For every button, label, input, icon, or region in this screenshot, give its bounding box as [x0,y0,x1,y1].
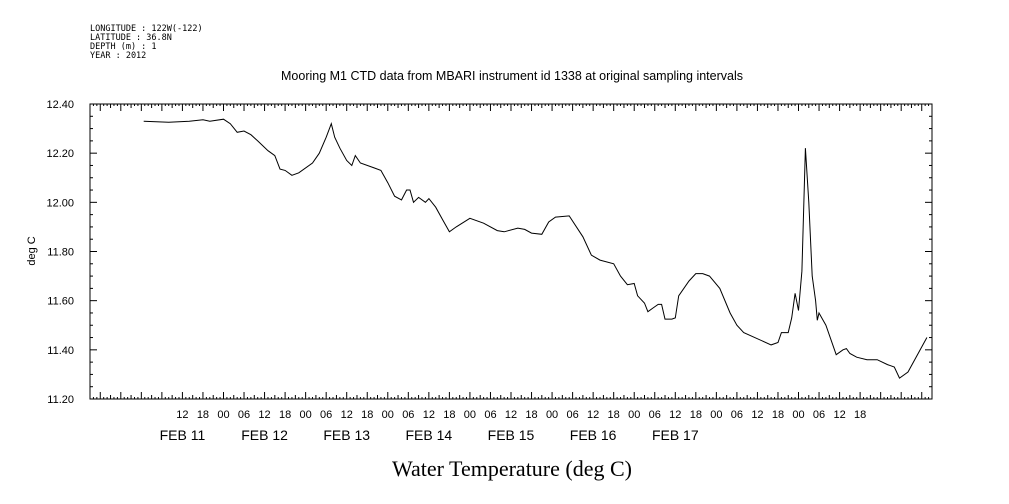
x-tick-label: 00 [792,409,804,421]
day-label: FEB 14 [406,427,453,443]
day-label: FEB 16 [570,427,617,443]
y-axis-label: deg C [26,236,38,265]
x-tick-label: 12 [587,409,599,421]
water-temperature-line [143,118,928,379]
y-tick-label: 11.80 [47,247,74,259]
x-tick-label: 06 [484,409,496,421]
x-tick-label: 18 [854,409,866,421]
x-tick-label: 18 [525,409,537,421]
x-tick-label: 06 [731,409,743,421]
x-tick-label: 00 [628,409,640,421]
x-tick-label: 12 [176,409,188,421]
y-tick-label: 12.20 [46,148,74,160]
x-tick-labels: 12 18 00 06 12 18 00 06 12 18 00 06 12 18 00 06 12 18 00 06… [176,409,866,421]
x-tick-label: 00 [464,409,476,421]
longitude-label: LONGITUDE : 122W(-122) [90,24,203,34]
x-tick-label: 12 [258,409,270,421]
x-tick-label: 18 [608,409,620,421]
day-labels: FEB 11 FEB 12 FEB 13 FEB 14 FEB 15 FEB 16 FEB … [160,427,699,443]
x-tick-label: 18 [690,409,702,421]
x-tick-label: 12 [505,409,517,421]
x-tick-label: 18 [197,409,209,421]
x-tick-label: 00 [382,409,394,421]
x-ticks [89,104,933,399]
x-tick-label: 12 [423,409,435,421]
x-tick-label: 18 [279,409,291,421]
x-tick-label: 18 [443,409,455,421]
y-tick-labels: 11.20 11.40 11.60 11.80 12.00 12.20 12.40 [46,99,74,406]
x-tick-label: 06 [813,409,825,421]
chart-title: Mooring M1 CTD data from MBARI instrumen… [281,69,743,83]
x-tick-label: 00 [710,409,722,421]
y-tick-label: 12.40 [46,99,74,111]
depth-label: DEPTH (m) : 1 [90,42,157,52]
day-label: FEB 13 [323,427,370,443]
x-tick-label: 18 [772,409,784,421]
x-tick-label: 06 [402,409,414,421]
day-label: FEB 17 [652,427,699,443]
x-tick-label: 12 [751,409,763,421]
y-ticks [90,103,932,400]
x-tick-label: 00 [217,409,229,421]
x-tick-label: 12 [833,409,845,421]
y-tick-label: 12.00 [46,197,74,209]
x-tick-label: 06 [238,409,250,421]
x-tick-label: 06 [566,409,578,421]
x-tick-label: 06 [649,409,661,421]
y-tick-label: 11.60 [47,296,74,308]
latitude-label: LATITUDE : 36.8N [90,33,172,43]
y-tick-label: 11.20 [47,394,74,406]
day-label: FEB 12 [241,427,288,443]
x-tick-label: 12 [341,409,353,421]
x-tick-label: 00 [300,409,312,421]
day-label: FEB 15 [488,427,535,443]
x-tick-label: 06 [320,409,332,421]
x-axis-label: Water Temperature (deg C) [392,456,632,481]
day-label: FEB 11 [160,427,206,443]
x-tick-label: 18 [361,409,373,421]
x-tick-label: 00 [546,409,558,421]
year-label: YEAR : 2012 [90,51,146,61]
y-tick-label: 11.40 [47,345,74,357]
x-tick-label: 12 [669,409,681,421]
